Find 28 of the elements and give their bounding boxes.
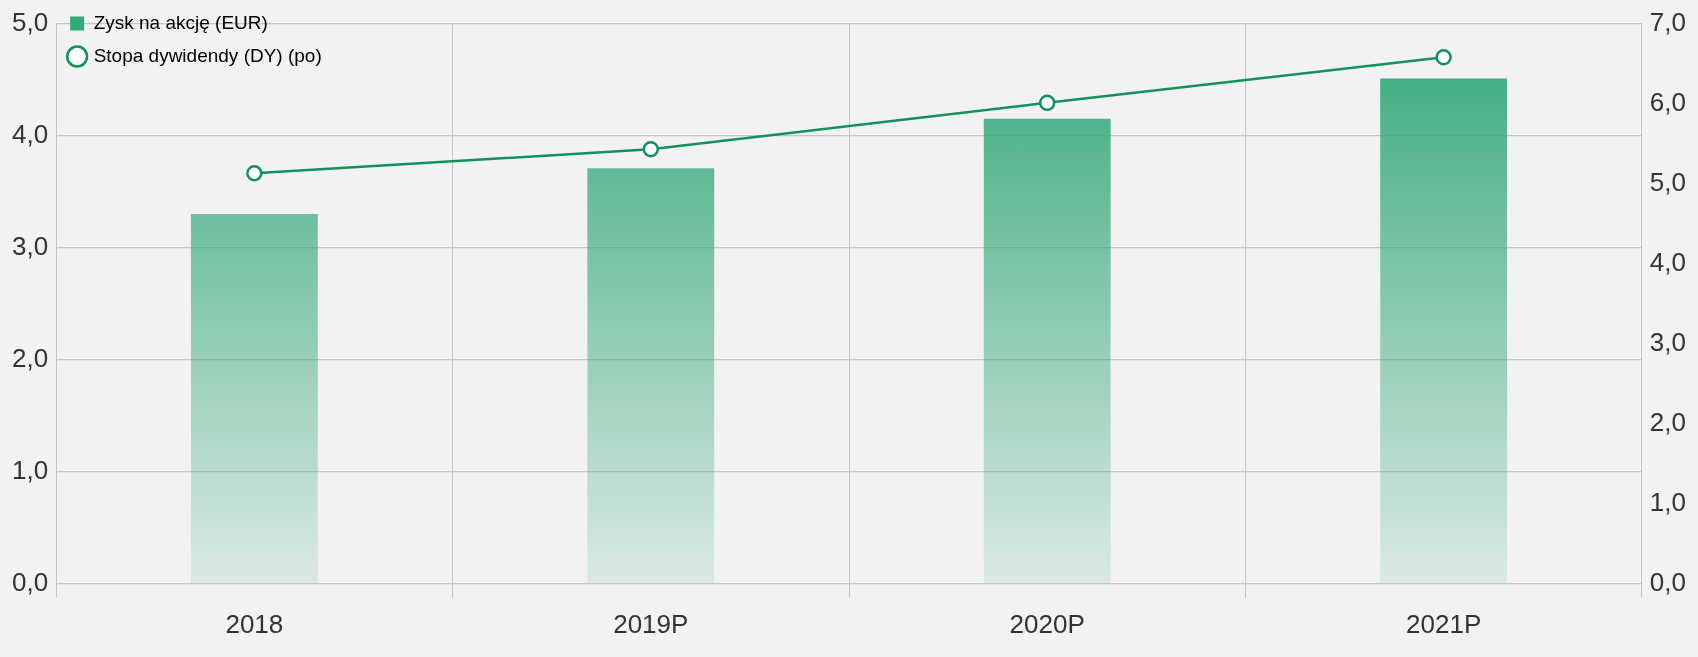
y2-tick-label: 7,0: [1649, 6, 1687, 37]
point: [1038, 94, 1056, 112]
bar: [587, 168, 715, 584]
y2-tick-label: 5,0: [1649, 166, 1687, 197]
bar: [983, 118, 1111, 584]
x-tick-label: 2021P: [1406, 608, 1482, 639]
y2-tick-label: 6,0: [1649, 86, 1687, 117]
point: [642, 141, 660, 158]
y-tick-label: 2,0: [11, 342, 49, 373]
x-tick-label: 2019P: [613, 608, 689, 639]
y-tick-label: 1,0: [11, 454, 49, 485]
legend-label: Zysk na akcję (EUR): [93, 11, 268, 33]
bar: [190, 214, 318, 584]
y2-tick-label: 1,0: [1649, 486, 1687, 517]
point: [1435, 48, 1452, 66]
y2-tick-label: 4,0: [1649, 246, 1687, 277]
x-tick-label: 2018: [225, 608, 284, 639]
y-tick-label: 0,0: [11, 566, 49, 597]
y2-tick-label: 2,0: [1649, 406, 1687, 437]
y-tick-label: 4,0: [11, 118, 49, 149]
y-tick-label: 5,0: [11, 6, 49, 37]
legend-label: Stopa dywidendy (DY) (po): [93, 44, 322, 66]
y-tick-label: 3,0: [11, 230, 49, 261]
y2-tick-label: 3,0: [1649, 326, 1687, 357]
y2-tick-label: 0,0: [1649, 566, 1687, 597]
bar: [1380, 78, 1508, 584]
x-tick-label: 2020P: [1009, 608, 1085, 639]
point: [246, 165, 263, 182]
